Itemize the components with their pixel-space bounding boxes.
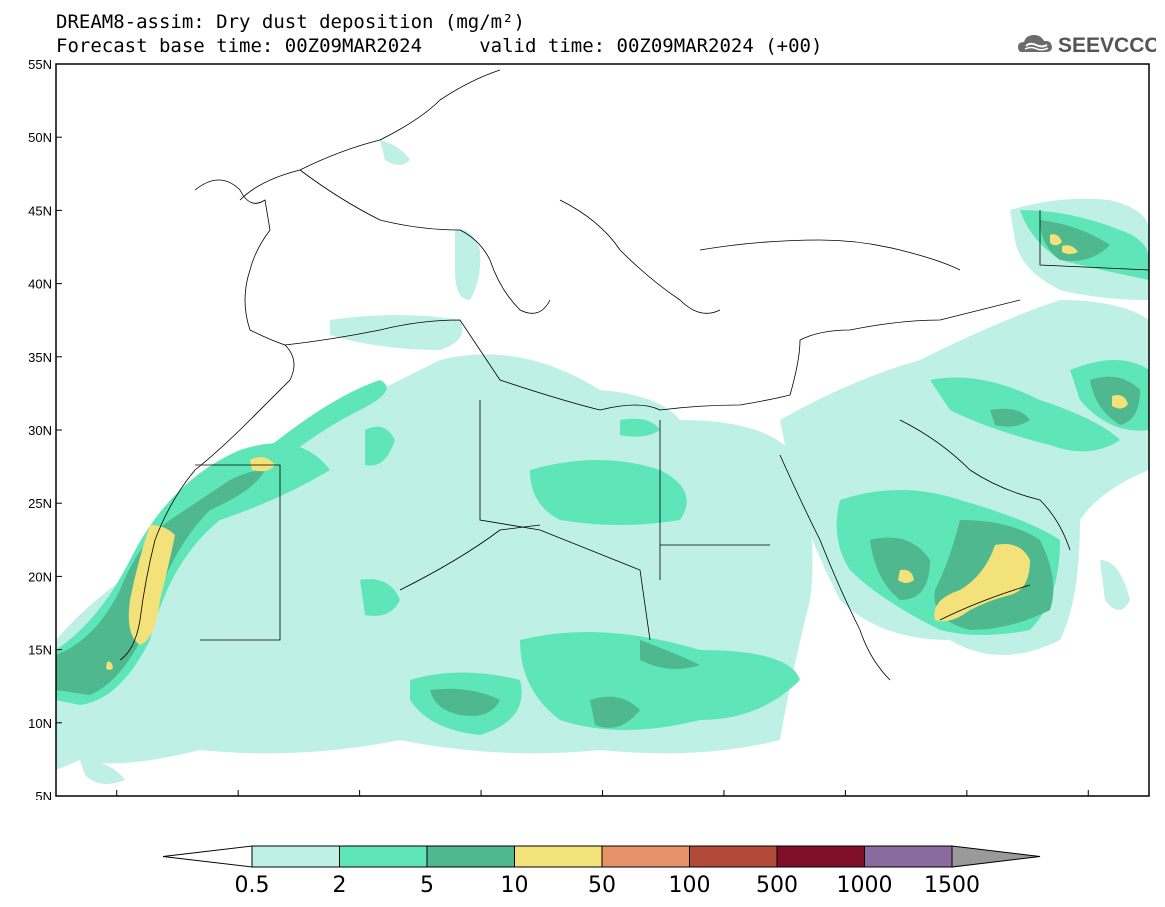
colorbar-label: 1500 bbox=[924, 873, 980, 898]
lat-tick-label: 30N bbox=[28, 423, 52, 438]
dust-field bbox=[56, 69, 1149, 784]
lat-tick-label: 15N bbox=[28, 643, 52, 658]
colorbar-box bbox=[426, 845, 515, 868]
coastlines-and-borders bbox=[119, 69, 1149, 681]
colorbar-box bbox=[689, 845, 778, 868]
lat-tick-label: 10N bbox=[28, 716, 52, 731]
map-title: DREAM8-assim: Dry dust deposition (mg/m²… bbox=[56, 11, 525, 33]
colorbar-label: 10 bbox=[501, 873, 529, 898]
lat-tick-label: 40N bbox=[28, 277, 52, 292]
colorbar-box bbox=[776, 845, 865, 868]
colorbar-label: 1000 bbox=[837, 873, 893, 898]
colorbar-under-triangle bbox=[162, 845, 253, 868]
forecast-times: Forecast base time: 00Z09MAR2024 valid t… bbox=[56, 35, 823, 57]
seevccc-logo: SEEVCCC bbox=[1018, 34, 1156, 57]
colorbar-label: 100 bbox=[669, 873, 711, 898]
lat-tick-label: 25N bbox=[28, 496, 52, 511]
lat-tick-label: 20N bbox=[28, 569, 52, 584]
colorbar-box bbox=[514, 845, 603, 868]
colorbar-box bbox=[339, 845, 428, 868]
lat-tick-label: 55N bbox=[28, 57, 52, 72]
lat-tick-label: 50N bbox=[28, 130, 52, 145]
lat-tick-label: 35N bbox=[28, 350, 52, 365]
colorbar-box bbox=[251, 845, 340, 868]
colorbar-label: 500 bbox=[756, 873, 798, 898]
colorbar-label: 0.5 bbox=[235, 873, 270, 898]
latitude-axis: 55N 50N 45N 40N 35N 30N 25N 20N 15N 10N 5N bbox=[28, 57, 62, 800]
colorbar-box bbox=[864, 845, 953, 868]
cloud-logo-icon bbox=[1018, 35, 1052, 52]
longitude-axis: 20W10W010E20E30E40E50E60E bbox=[116, 790, 1089, 796]
logo-text: SEEVCCC bbox=[1058, 34, 1156, 57]
lat-tick-label: 5N bbox=[35, 789, 52, 800]
colorbar-box bbox=[601, 845, 690, 868]
colorbar-label: 5 bbox=[420, 873, 434, 898]
map-panel: 55N 50N 45N 40N 35N 30N 25N 20N 15N 10N 5N 20W10W0… bbox=[28, 57, 1150, 800]
colorbar-label: 2 bbox=[333, 873, 347, 898]
colorbar-over-triangle bbox=[951, 845, 1041, 868]
lat-tick-label: 45N bbox=[28, 203, 52, 218]
colorbar-label: 50 bbox=[588, 873, 616, 898]
